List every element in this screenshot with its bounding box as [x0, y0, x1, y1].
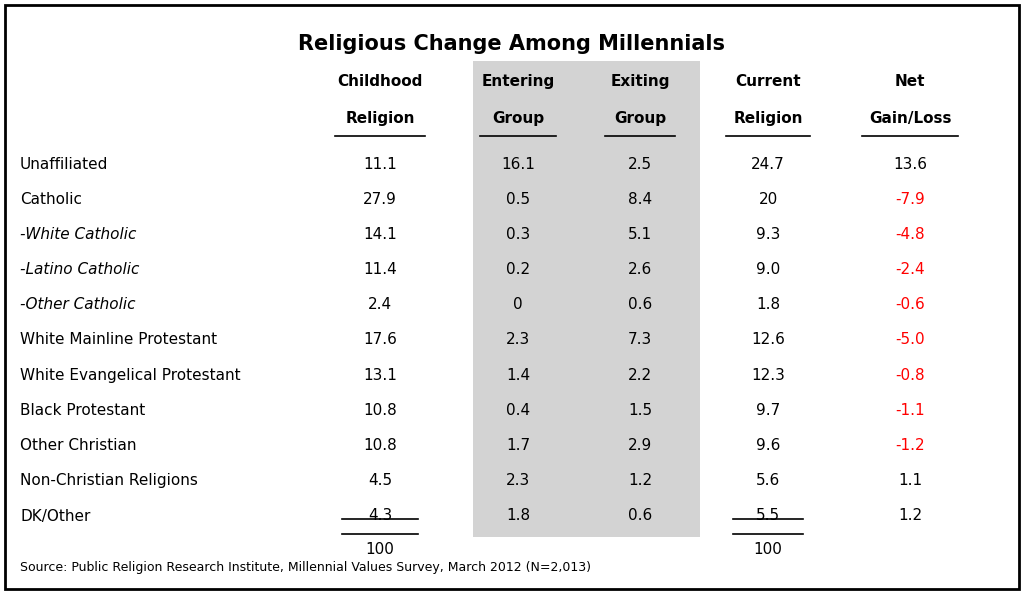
Text: 1.4: 1.4 — [506, 368, 530, 383]
Text: 0.4: 0.4 — [506, 403, 530, 418]
Text: 24.7: 24.7 — [752, 156, 784, 172]
Text: Religion: Religion — [733, 111, 803, 126]
Text: 1.7: 1.7 — [506, 438, 530, 453]
Text: 1.1: 1.1 — [898, 473, 922, 488]
Text: 1.8: 1.8 — [756, 298, 780, 312]
Text: 20: 20 — [759, 192, 777, 207]
Text: 1.2: 1.2 — [898, 508, 922, 523]
Text: 0.6: 0.6 — [628, 508, 652, 523]
Text: -Latino Catholic: -Latino Catholic — [20, 262, 139, 277]
Text: -0.8: -0.8 — [895, 368, 925, 383]
Text: 11.4: 11.4 — [364, 262, 397, 277]
Text: 9.3: 9.3 — [756, 227, 780, 242]
Text: 4.5: 4.5 — [368, 473, 392, 488]
Text: Non-Christian Religions: Non-Christian Religions — [20, 473, 198, 488]
Text: 0.3: 0.3 — [506, 227, 530, 242]
Text: 2.4: 2.4 — [368, 298, 392, 312]
Text: 9.6: 9.6 — [756, 438, 780, 453]
Text: 5.1: 5.1 — [628, 227, 652, 242]
Text: -1.2: -1.2 — [895, 438, 925, 453]
Text: 9.7: 9.7 — [756, 403, 780, 418]
Text: 12.6: 12.6 — [751, 333, 785, 347]
Text: 2.5: 2.5 — [628, 156, 652, 172]
Text: Net: Net — [895, 74, 926, 89]
Text: -Other Catholic: -Other Catholic — [20, 298, 135, 312]
Text: -5.0: -5.0 — [895, 333, 925, 347]
Text: 2.3: 2.3 — [506, 473, 530, 488]
Text: -0.6: -0.6 — [895, 298, 925, 312]
Text: 2.3: 2.3 — [506, 333, 530, 347]
Text: 2.6: 2.6 — [628, 262, 652, 277]
Text: 27.9: 27.9 — [364, 192, 397, 207]
Text: 9.0: 9.0 — [756, 262, 780, 277]
Text: -2.4: -2.4 — [895, 262, 925, 277]
Text: 2.2: 2.2 — [628, 368, 652, 383]
Text: Source: Public Religion Research Institute, Millennial Values Survey, March 2012: Source: Public Religion Research Institu… — [20, 561, 591, 574]
Text: 0.6: 0.6 — [628, 298, 652, 312]
Text: 16.1: 16.1 — [501, 156, 535, 172]
Text: Exiting: Exiting — [610, 74, 670, 89]
Text: 0.5: 0.5 — [506, 192, 530, 207]
Text: 1.5: 1.5 — [628, 403, 652, 418]
Text: White Mainline Protestant: White Mainline Protestant — [20, 333, 217, 347]
Text: Entering: Entering — [481, 74, 555, 89]
Text: 5.6: 5.6 — [756, 473, 780, 488]
Text: Religious Change Among Millennials: Religious Change Among Millennials — [299, 34, 725, 54]
Text: 11.1: 11.1 — [364, 156, 397, 172]
Text: 14.1: 14.1 — [364, 227, 397, 242]
Text: Group: Group — [614, 111, 666, 126]
Text: 10.8: 10.8 — [364, 438, 397, 453]
Text: Unaffiliated: Unaffiliated — [20, 156, 109, 172]
Text: -4.8: -4.8 — [895, 227, 925, 242]
Text: 0: 0 — [513, 298, 523, 312]
Text: 4.3: 4.3 — [368, 508, 392, 523]
Text: Catholic: Catholic — [20, 192, 82, 207]
Text: 1.8: 1.8 — [506, 508, 530, 523]
Text: -7.9: -7.9 — [895, 192, 925, 207]
Text: 2.9: 2.9 — [628, 438, 652, 453]
Text: 17.6: 17.6 — [364, 333, 397, 347]
Text: DK/Other: DK/Other — [20, 508, 90, 523]
Text: -White Catholic: -White Catholic — [20, 227, 136, 242]
Text: 1.2: 1.2 — [628, 473, 652, 488]
Text: Gain/Loss: Gain/Loss — [868, 111, 951, 126]
Text: 100: 100 — [754, 542, 782, 557]
Text: 7.3: 7.3 — [628, 333, 652, 347]
Text: 13.1: 13.1 — [364, 368, 397, 383]
Text: Group: Group — [492, 111, 544, 126]
Text: 13.6: 13.6 — [893, 156, 927, 172]
Text: 5.5: 5.5 — [756, 508, 780, 523]
Text: Childhood: Childhood — [337, 74, 423, 89]
Text: 0.2: 0.2 — [506, 262, 530, 277]
Text: 10.8: 10.8 — [364, 403, 397, 418]
Text: 100: 100 — [366, 542, 394, 557]
Text: Religion: Religion — [345, 111, 415, 126]
Text: White Evangelical Protestant: White Evangelical Protestant — [20, 368, 241, 383]
Text: Black Protestant: Black Protestant — [20, 403, 145, 418]
Text: Other Christian: Other Christian — [20, 438, 136, 453]
Bar — [473, 61, 700, 537]
Text: Current: Current — [735, 74, 801, 89]
Text: 12.3: 12.3 — [751, 368, 785, 383]
Text: 8.4: 8.4 — [628, 192, 652, 207]
Text: -1.1: -1.1 — [895, 403, 925, 418]
